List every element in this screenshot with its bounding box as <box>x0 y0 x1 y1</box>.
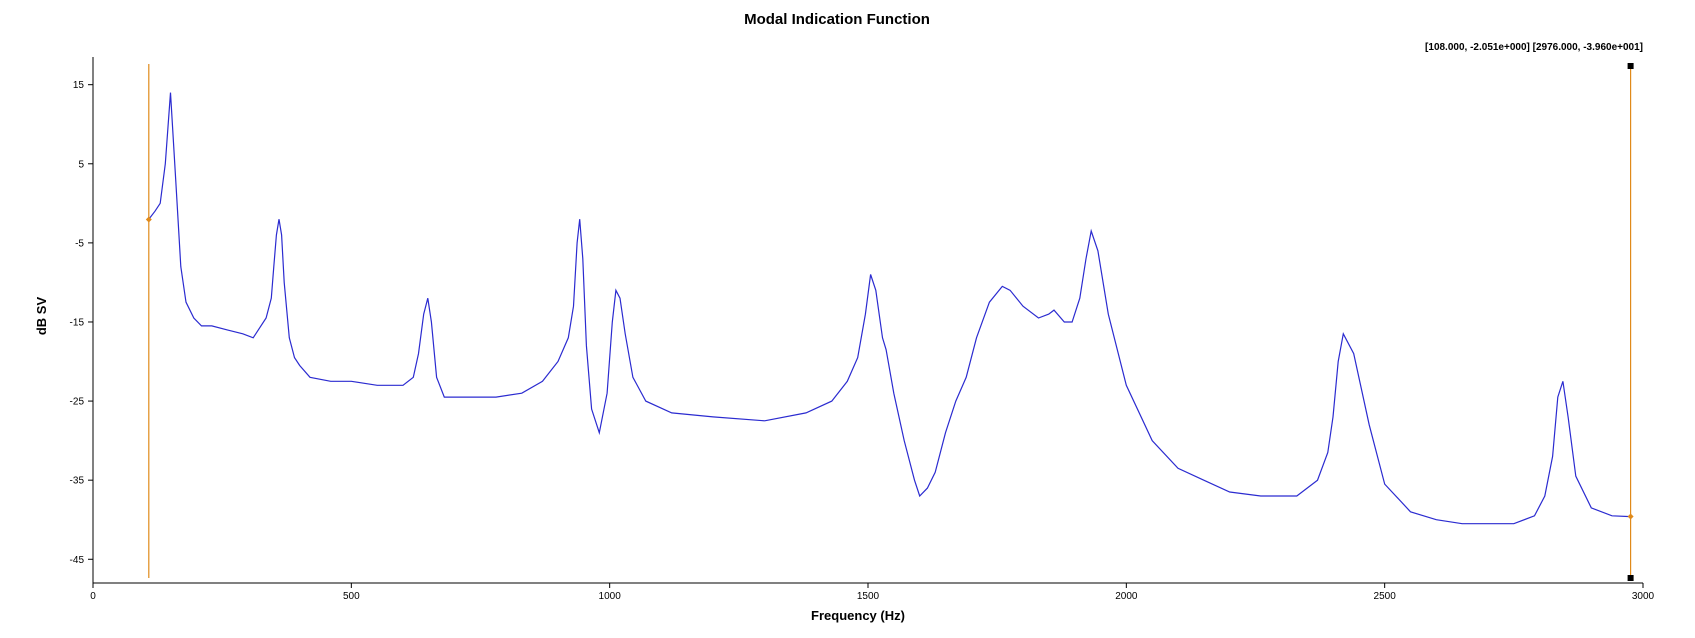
y-tick-label: -25 <box>70 397 85 408</box>
y-tick-label: 5 <box>78 159 84 170</box>
x-axis-label: Frequency (Hz) <box>811 608 905 623</box>
cursor-readout: [108.000, -2.051e+000] [2976.000, -3.960… <box>1425 42 1643 53</box>
x-tick-label: 0 <box>90 591 96 602</box>
y-tick-label: -35 <box>70 476 85 487</box>
y-tick-label: -5 <box>75 238 84 249</box>
cursor-handle-bottom[interactable] <box>1627 575 1634 581</box>
y-tick-label: -45 <box>70 555 85 566</box>
cursor-handle-top[interactable] <box>1627 63 1634 69</box>
x-axis: 0 500 1000 1500 2000 2500 3000 <box>90 582 1655 602</box>
y-axis: 15 5 -5 -15 -25 -35 -45 <box>70 57 94 583</box>
y-axis-label: dB SV <box>34 297 49 336</box>
cursors[interactable] <box>145 63 1634 581</box>
cursor-marker-2 <box>1627 513 1634 520</box>
y-tick-label: -15 <box>70 317 85 328</box>
x-tick-label: 2500 <box>1374 591 1397 602</box>
y-ticks: 15 5 -5 -15 -25 -35 -45 <box>70 80 93 566</box>
y-tick-label: 15 <box>73 80 85 91</box>
x-tick-label: 1500 <box>857 591 880 602</box>
x-tick-label: 2000 <box>1115 591 1138 602</box>
chart-title: Modal Indication Function <box>744 11 930 28</box>
x-tick-label: 3000 <box>1632 591 1655 602</box>
series-line <box>148 92 1631 525</box>
x-ticks: 0 500 1000 1500 2000 2500 3000 <box>90 583 1655 602</box>
x-tick-label: 1000 <box>599 591 622 602</box>
x-tick-label: 500 <box>343 591 360 602</box>
cursor-marker-1 <box>145 216 152 223</box>
